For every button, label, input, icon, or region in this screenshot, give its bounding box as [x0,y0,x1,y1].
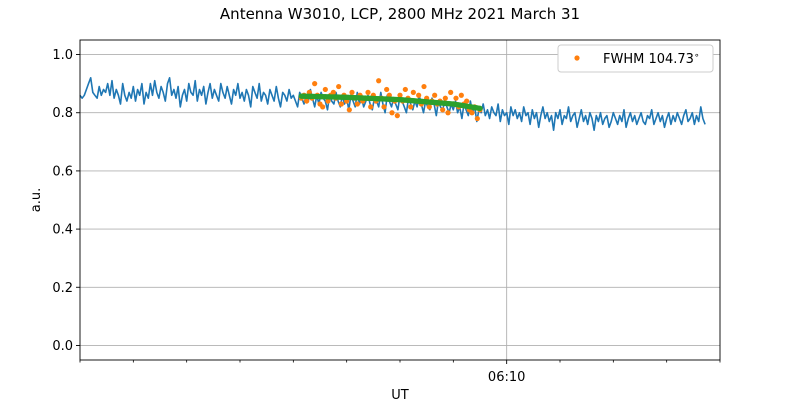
y-tick-label: 0.2 [52,281,73,296]
sample-point [336,83,342,90]
y-tick-label: 0.4 [52,223,73,238]
sample-point [394,113,400,119]
signal-line [79,77,706,131]
fit-series [298,93,483,112]
legend-marker [574,55,580,61]
chart-title: Antenna W3010, LCP, 2800 MHz 2021 March … [219,5,581,23]
sample-point [474,115,480,122]
sample-point [416,92,422,98]
sample-point [402,86,408,93]
y-axis-label: a.u. [29,188,44,212]
legend-entry: FWHM 104.73∘ [603,51,700,67]
plot-border [79,39,721,361]
y-tick-label: 0.8 [52,106,73,121]
sample-point [381,104,387,110]
sample-point [421,83,427,90]
sample-point [346,107,352,113]
y-tick-label: 1.0 [52,48,73,63]
plot-frame [79,39,721,361]
sample-point [453,95,459,101]
sample-point [312,81,318,87]
sample-point [397,92,403,98]
legend-box [557,44,714,73]
y-tick-label: 0.0 [52,339,73,354]
sample-point [410,89,416,95]
sample-point [442,95,448,101]
sample-point [389,110,395,116]
sample-point [320,104,326,110]
grid-lines [80,40,720,360]
sample-point [338,101,344,107]
sample-point [469,110,475,116]
sample-point [368,104,374,110]
sample-point [426,104,432,110]
sample-point [330,89,336,95]
y-tick-label: 0.6 [52,164,73,179]
x-axis-ticks: 06:10 [79,360,721,385]
signal-series [79,77,706,131]
sample-point [448,89,454,95]
sample-point [322,86,328,93]
x-tick-label: 06:10 [488,370,525,385]
sample-point [376,78,382,84]
sample-point [365,89,371,95]
legend: FWHM 104.73∘ [557,44,714,73]
sample-point [445,110,451,116]
y-axis-ticks: 0.0 0.2 0.4 0.6 0.8 1.0 [52,48,80,354]
sample-point [325,98,331,104]
sample-point [440,107,446,113]
x-axis-label: UT [391,388,409,400]
sample-point [408,104,414,110]
sample-point [464,98,470,104]
sample-point [304,98,310,104]
sample-point [349,89,355,95]
sample-point [354,101,360,107]
sample-point [384,86,390,93]
sample-point [458,92,464,98]
sample-point [432,92,438,98]
fit-point [477,105,483,112]
